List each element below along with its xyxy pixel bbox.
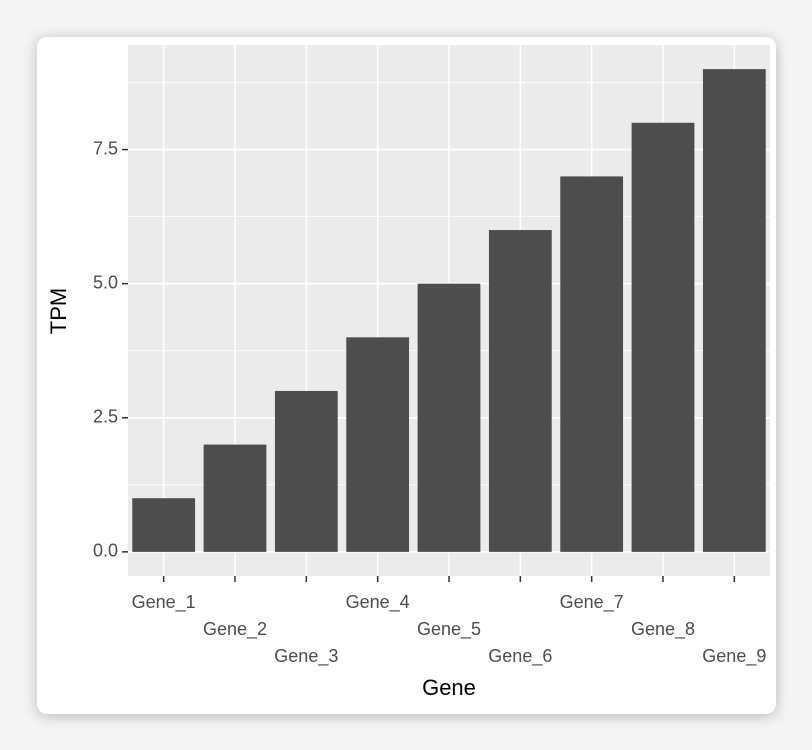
y-tick-label: 2.5 bbox=[93, 407, 118, 427]
x-tick-label: Gene_1 bbox=[132, 592, 196, 613]
x-tick-label: Gene_9 bbox=[702, 646, 766, 667]
bar bbox=[132, 498, 196, 552]
x-tick-label: Gene_8 bbox=[631, 619, 695, 640]
y-axis-title: TPM bbox=[46, 288, 71, 334]
bar bbox=[702, 69, 766, 552]
x-tick-label: Gene_3 bbox=[274, 646, 338, 667]
y-tick-label: 7.5 bbox=[93, 138, 118, 158]
y-tick-label: 0.0 bbox=[93, 541, 118, 561]
bar bbox=[203, 444, 267, 552]
bar bbox=[417, 283, 481, 552]
x-tick-label: Gene_2 bbox=[203, 619, 267, 640]
y-tick-label: 5.0 bbox=[93, 272, 118, 292]
bar bbox=[560, 176, 624, 552]
x-axis-title: Gene bbox=[422, 675, 476, 700]
bar bbox=[488, 230, 552, 552]
bar bbox=[631, 122, 695, 552]
x-tick-label: Gene_4 bbox=[346, 592, 410, 613]
x-tick-label: Gene_7 bbox=[560, 592, 624, 613]
x-tick-label: Gene_5 bbox=[417, 619, 481, 640]
bar bbox=[274, 390, 338, 552]
bar bbox=[346, 337, 410, 552]
x-tick-label: Gene_6 bbox=[488, 646, 552, 667]
